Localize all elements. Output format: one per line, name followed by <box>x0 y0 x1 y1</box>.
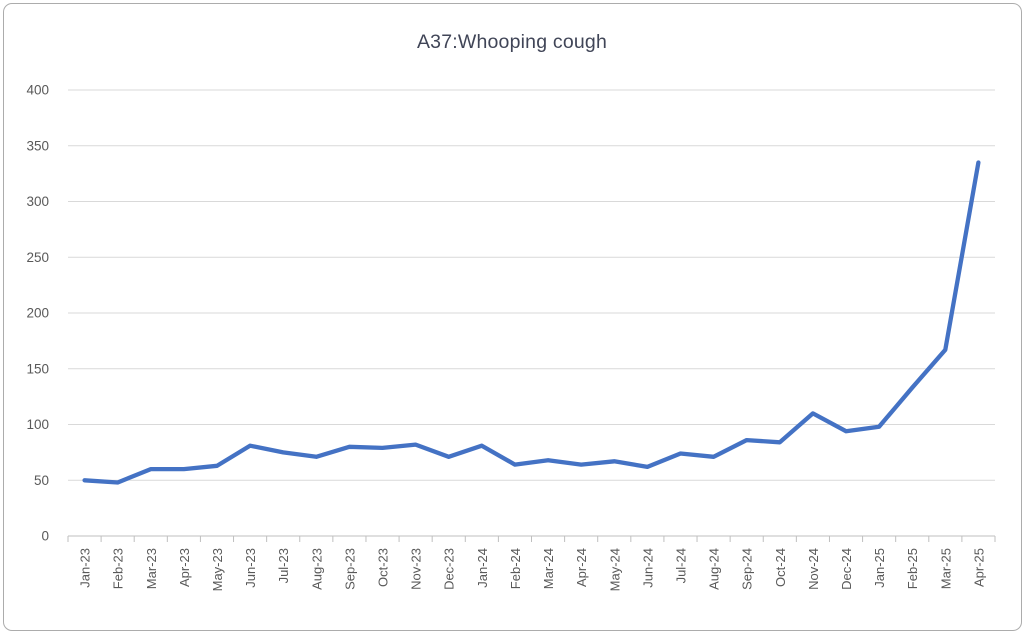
x-tick-label: Feb-24 <box>508 548 523 589</box>
y-tick-label: 250 <box>26 250 49 265</box>
x-tick-label: May-23 <box>210 548 225 591</box>
chart-title: A37:Whooping cough <box>416 31 608 53</box>
series-line <box>82 160 981 485</box>
y-tick-label: 100 <box>26 417 49 432</box>
x-tick-label: Oct-23 <box>376 548 391 587</box>
x-tick-label: Mar-25 <box>938 548 953 589</box>
x-tick-label: Jul-23 <box>276 548 291 583</box>
x-tick-label: Jan-25 <box>872 548 887 588</box>
x-tick-label: Sep-24 <box>740 548 755 590</box>
x-tick-label: Oct-24 <box>773 548 788 587</box>
x-tick-label: Mar-23 <box>144 548 159 589</box>
x-tick-label: Jun-24 <box>640 548 655 588</box>
x-tick-label: Feb-25 <box>905 548 920 589</box>
x-tick-label: Dec-23 <box>442 548 457 590</box>
x-tick-label: Jun-23 <box>243 548 258 588</box>
x-tick-label: Aug-24 <box>707 548 722 590</box>
x-tick-label: Feb-23 <box>111 548 126 589</box>
gridlines <box>68 89 995 481</box>
y-tick-label: 150 <box>26 361 49 376</box>
x-tick-label: May-24 <box>607 548 622 591</box>
x-tick-label: Jan-24 <box>475 548 490 588</box>
x-tick-label: Sep-23 <box>342 548 357 590</box>
y-tick-label: 50 <box>34 473 49 488</box>
x-tick-label: Jul-24 <box>673 548 688 583</box>
x-tick-label: Mar-24 <box>541 548 556 589</box>
x-tick-label: Apr-23 <box>177 548 192 587</box>
y-tick-label: 400 <box>26 83 49 98</box>
x-tick-label: Aug-23 <box>309 548 324 590</box>
x-tick-label: Dec-24 <box>839 548 854 590</box>
x-tick-label: Jan-23 <box>78 548 93 588</box>
y-tick-label: 350 <box>26 138 49 153</box>
x-tick-label: Apr-24 <box>574 548 589 587</box>
y-tick-label: 300 <box>26 194 49 209</box>
x-tick-label: Nov-23 <box>409 548 424 590</box>
x-axis-labels: Jan-23 Feb-23 Mar-23 Apr-23 May-23 Jun-23 Jul-… <box>78 548 987 591</box>
y-tick-label: 0 <box>41 529 49 544</box>
y-axis-labels: 0 50 100 150 200 250 300 350 400 <box>26 83 49 544</box>
y-tick-label: 200 <box>26 306 49 321</box>
x-tick-label: Nov-24 <box>806 548 821 590</box>
x-axis-ticks <box>67 536 996 542</box>
x-tick-label: Apr-25 <box>971 548 986 587</box>
